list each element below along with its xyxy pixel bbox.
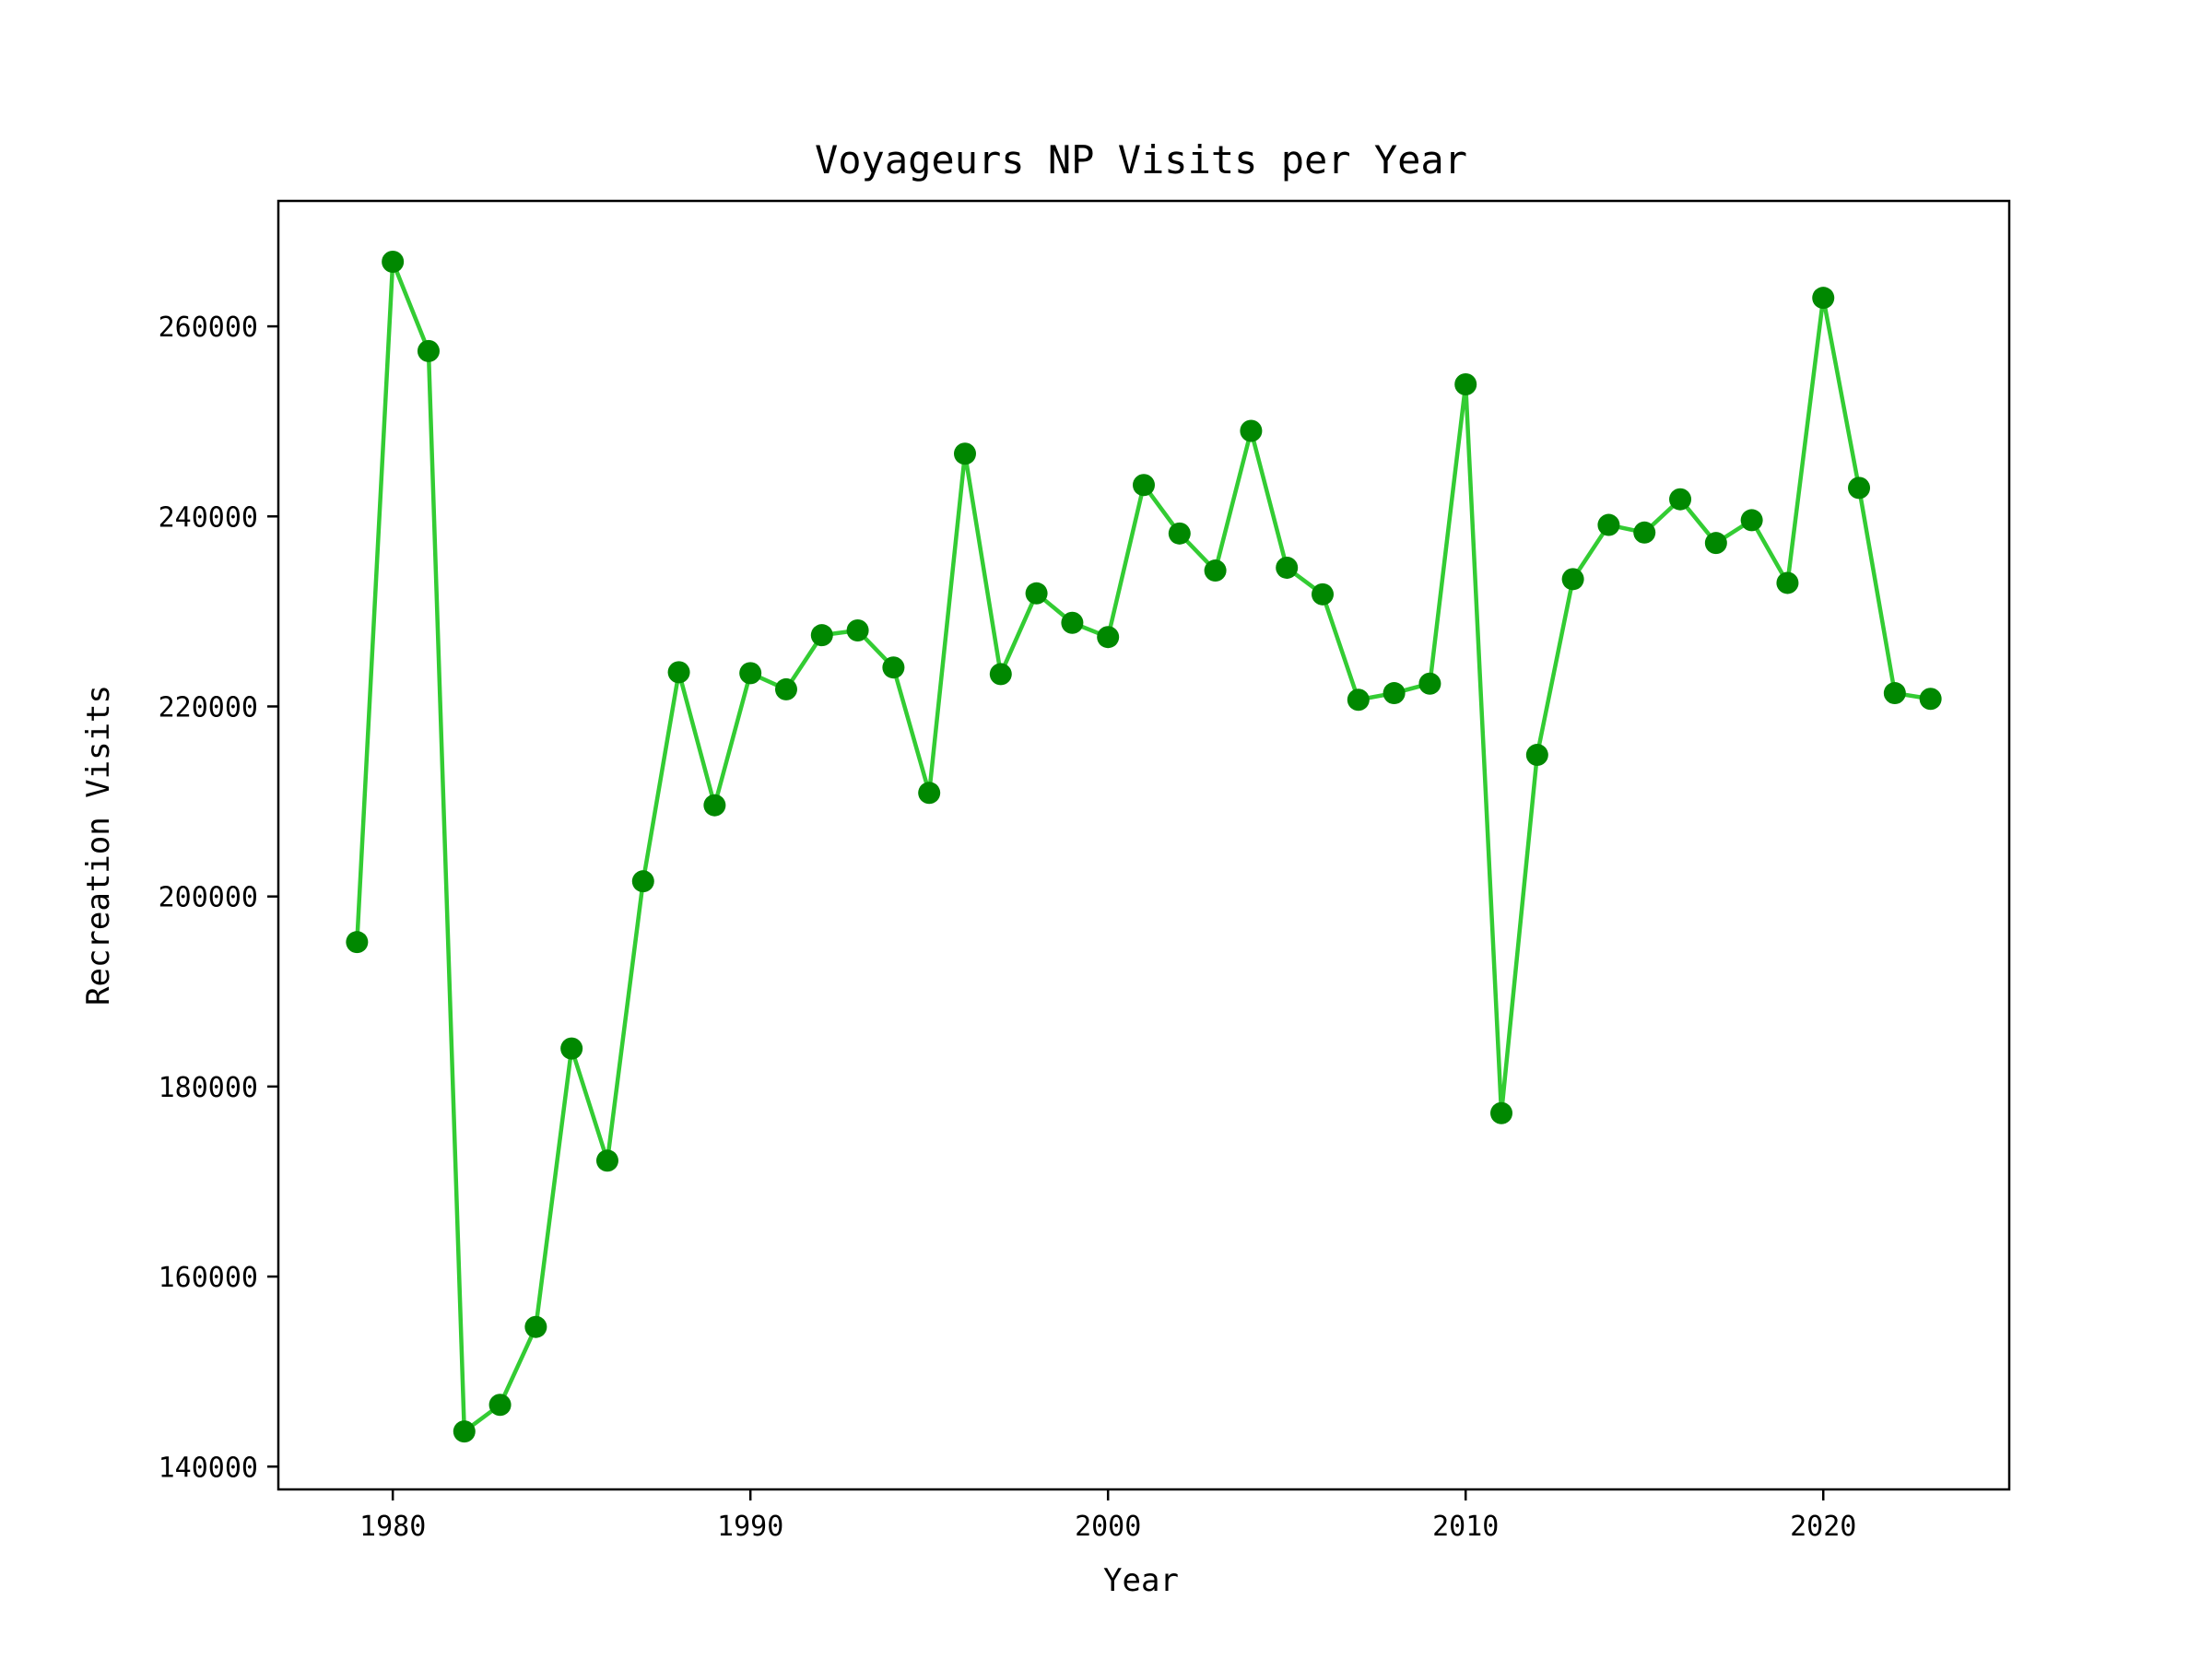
- data-point: [1347, 688, 1370, 712]
- data-point: [1812, 287, 1835, 310]
- y-tick-label: 140000: [159, 1452, 258, 1484]
- data-point: [1061, 611, 1084, 634]
- data-point: [1168, 522, 1191, 545]
- y-tick-label: 200000: [159, 882, 258, 914]
- data-point: [1490, 1101, 1513, 1124]
- data-point: [1740, 509, 1763, 532]
- x-axis: 1980 1990 2000 2010 2020: [359, 1489, 1856, 1543]
- y-tick-label: 180000: [159, 1072, 258, 1104]
- data-point: [1848, 477, 1871, 500]
- data-point: [1454, 372, 1477, 395]
- data-point: [989, 663, 1012, 686]
- series-line: [355, 259, 1931, 1434]
- data-point: [1276, 556, 1299, 579]
- data-point: [631, 870, 654, 893]
- data-point: [1133, 474, 1155, 497]
- data-point: [1883, 682, 1906, 705]
- data-point: [1204, 559, 1227, 582]
- data-point: [1418, 672, 1441, 695]
- data-point: [524, 1315, 547, 1338]
- x-tick-label: 1990: [717, 1511, 783, 1543]
- x-tick-label: 2020: [1790, 1511, 1856, 1543]
- y-axis-label: Recreation Visits: [80, 685, 117, 1006]
- data-point: [417, 339, 440, 362]
- data-point: [918, 782, 941, 805]
- data-point: [1919, 688, 1942, 711]
- data-point: [1776, 571, 1799, 594]
- data-point: [1312, 582, 1335, 606]
- data-point: [774, 677, 797, 700]
- plot-area: [346, 250, 1942, 1443]
- data-point: [667, 661, 690, 684]
- data-point: [453, 1420, 476, 1443]
- data-point: [1025, 582, 1048, 605]
- x-axis-label: Year: [1103, 1562, 1179, 1599]
- x-tick-label: 1980: [359, 1511, 426, 1543]
- data-point: [488, 1394, 512, 1417]
- data-point: [1240, 419, 1263, 442]
- data-point: [1704, 532, 1727, 555]
- y-tick-label: 220000: [159, 691, 258, 724]
- data-point: [810, 624, 833, 647]
- x-tick-label: 2000: [1075, 1511, 1141, 1543]
- data-point: [739, 662, 762, 685]
- data-point: [595, 1149, 618, 1172]
- data-point: [1525, 744, 1548, 767]
- data-point: [560, 1037, 583, 1060]
- data-point: [882, 656, 905, 679]
- y-tick-label: 240000: [159, 501, 258, 534]
- data-point: [382, 250, 405, 273]
- y-tick-label: 160000: [159, 1262, 258, 1294]
- data-point: [346, 931, 369, 954]
- x-tick-label: 2010: [1432, 1511, 1499, 1543]
- y-tick-label: 260000: [159, 312, 258, 344]
- data-point: [703, 794, 726, 817]
- data-point: [1669, 488, 1692, 511]
- data-point: [1097, 626, 1120, 649]
- data-point: [1382, 682, 1406, 705]
- plot-frame: [276, 199, 2011, 1491]
- data-point: [1633, 521, 1656, 544]
- data-point: [1561, 568, 1584, 591]
- chart-title: Voyageurs NP Visits per Year: [815, 137, 1467, 182]
- data-point: [1597, 513, 1620, 536]
- data-point: [846, 619, 869, 641]
- data-point: [953, 442, 976, 465]
- y-axis: 140000 160000 180000 200000 220000 240000 2600…: [159, 312, 278, 1484]
